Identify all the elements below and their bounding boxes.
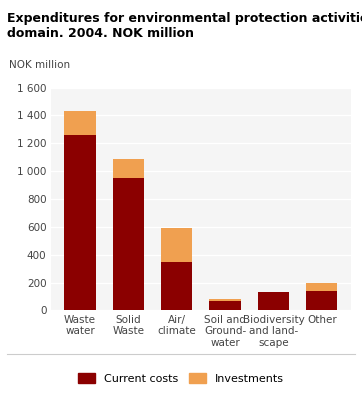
Bar xyxy=(161,228,193,262)
Bar xyxy=(258,292,289,310)
Bar xyxy=(113,159,144,178)
Bar xyxy=(209,301,241,310)
Bar xyxy=(64,111,96,135)
Bar xyxy=(209,298,241,301)
Bar xyxy=(113,178,144,310)
Text: NOK million: NOK million xyxy=(9,60,70,70)
Bar xyxy=(64,135,96,310)
Bar xyxy=(306,283,337,291)
Bar xyxy=(306,291,337,310)
Legend: Current costs, Investments: Current costs, Investments xyxy=(74,369,288,388)
Bar xyxy=(161,262,193,310)
Text: Expenditures for environmental protection activities, by
domain. 2004. NOK milli: Expenditures for environmental protectio… xyxy=(7,12,362,40)
